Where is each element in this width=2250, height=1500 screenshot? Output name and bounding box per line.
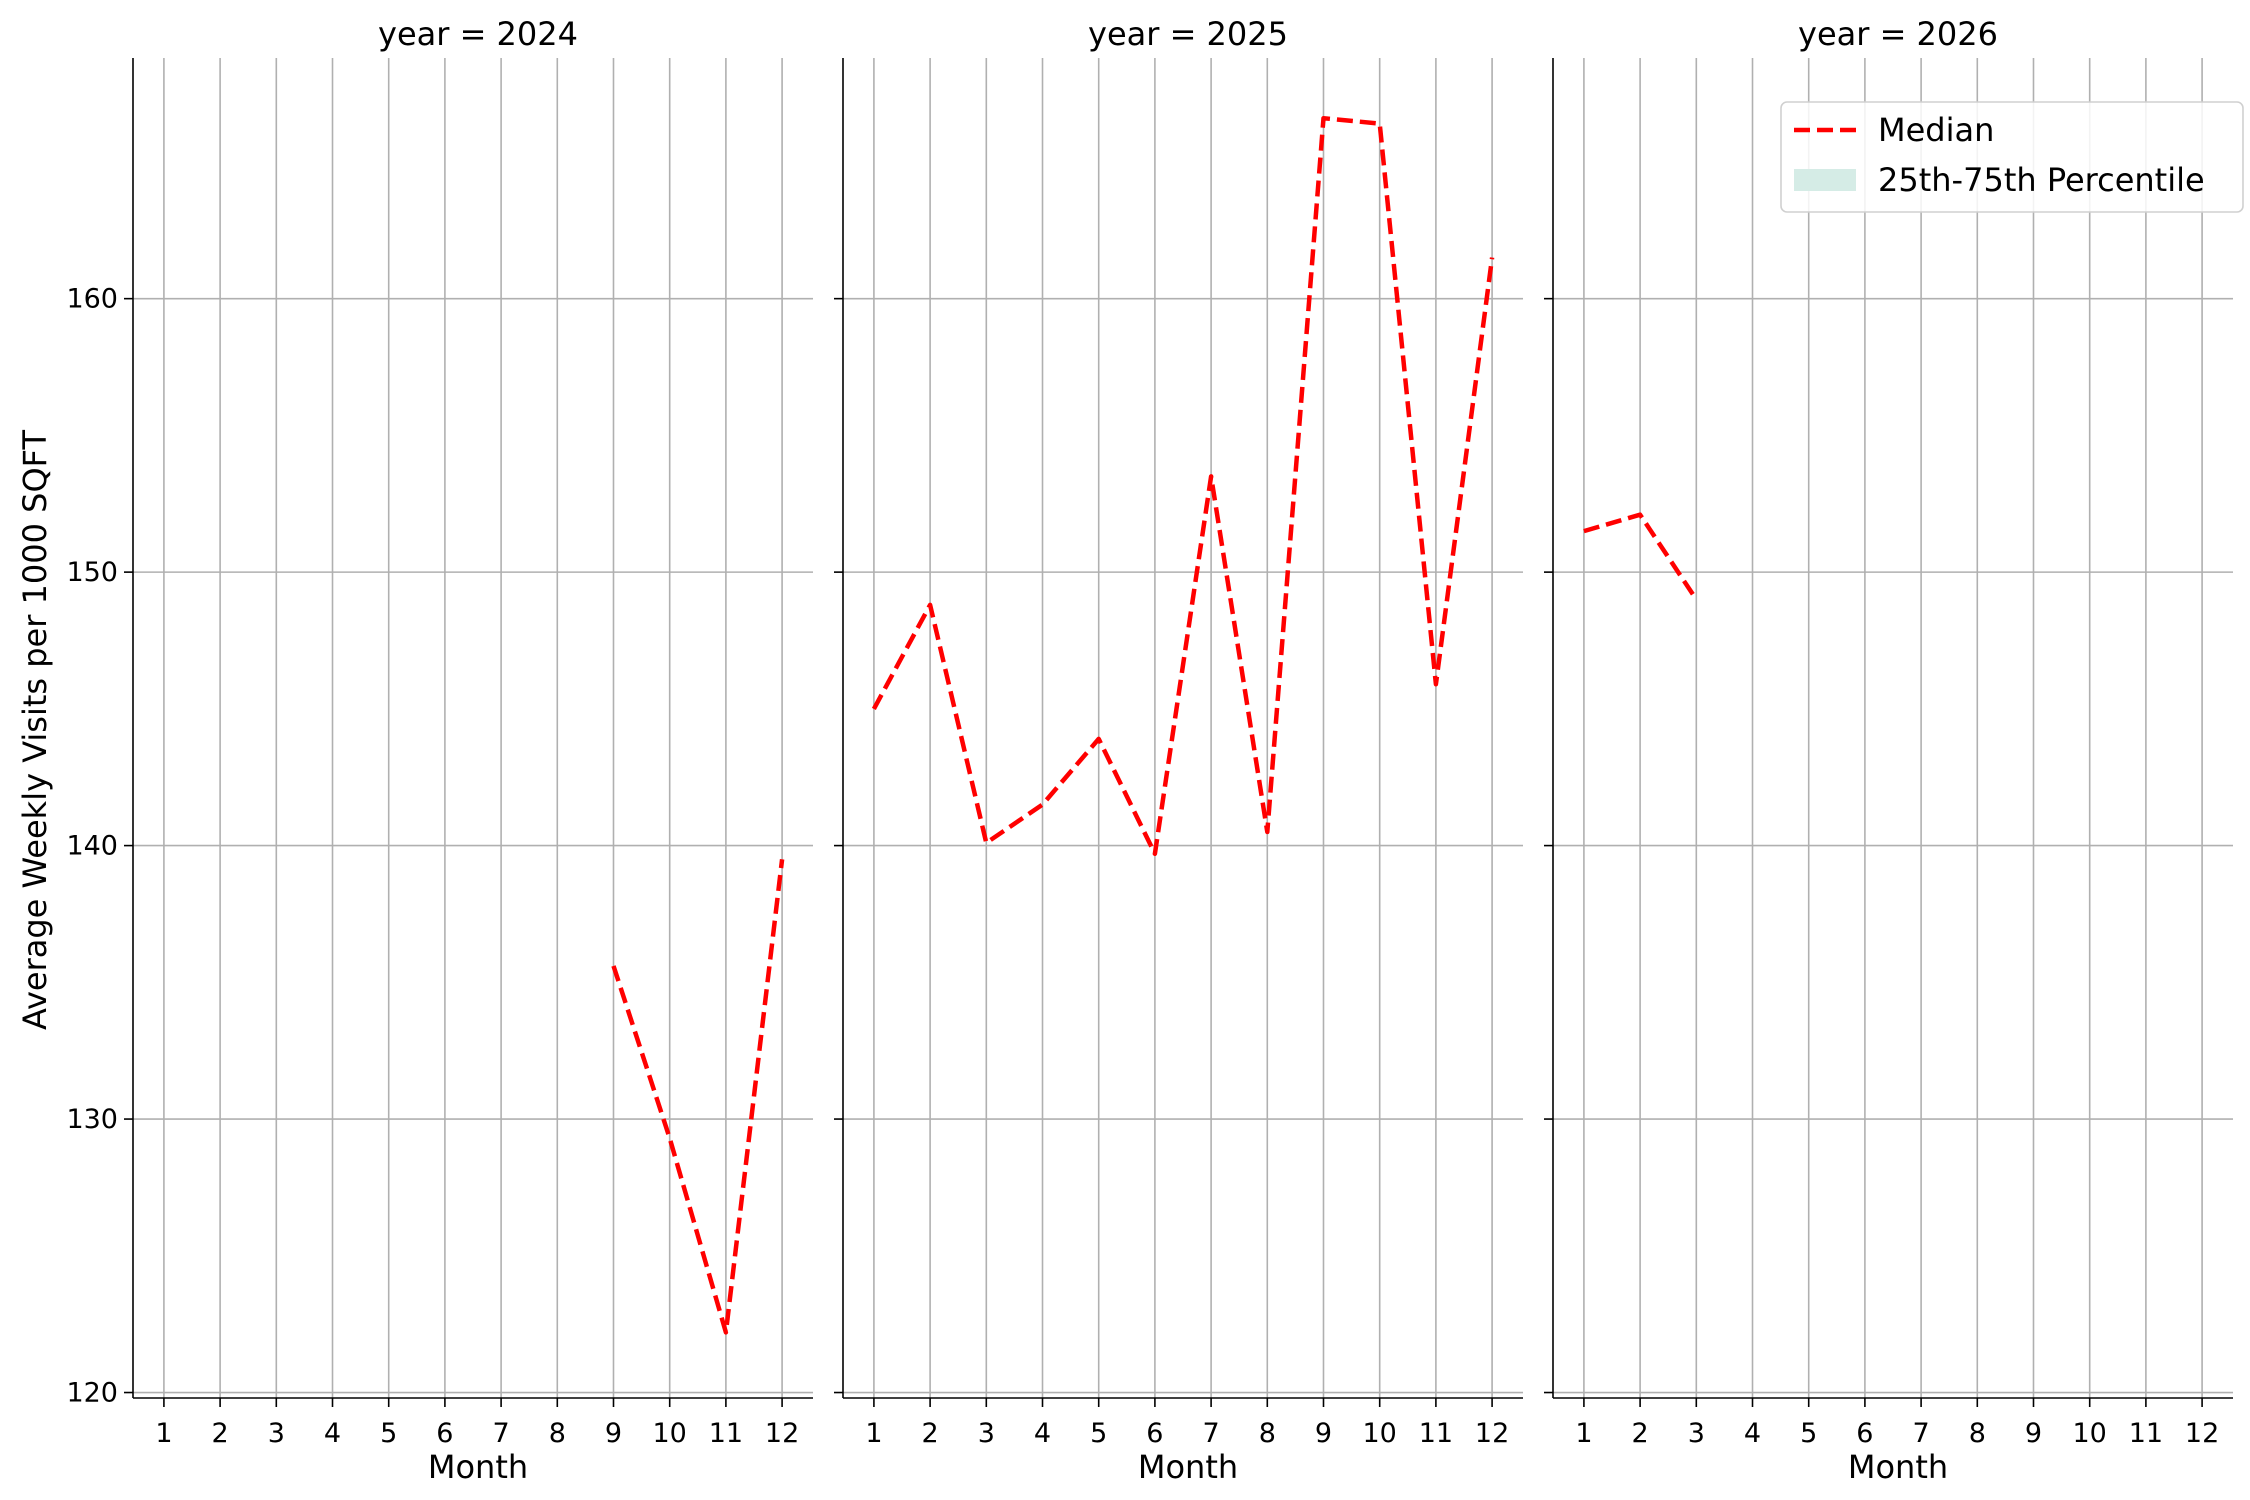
- y-axis-label: Average Weekly Visits per 1000 SQFT: [16, 429, 54, 1030]
- x-tick-label: 12: [1475, 1418, 1509, 1449]
- x-tick-label: 5: [380, 1418, 397, 1449]
- x-tick-label: 9: [1315, 1418, 1332, 1449]
- x-tick-label: 3: [1688, 1418, 1705, 1449]
- x-tick-label: 8: [1259, 1418, 1276, 1449]
- legend-swatch-percentile: [1794, 169, 1856, 191]
- x-axis-label: Month: [428, 1448, 528, 1486]
- x-axis-label: Month: [1848, 1448, 1948, 1486]
- legend: Median 25th-75th Percentile: [1780, 101, 2244, 213]
- legend-label: 25th-75th Percentile: [1878, 161, 2205, 199]
- x-tick-label: 11: [2129, 1418, 2163, 1449]
- x-tick-label: 12: [2185, 1418, 2219, 1449]
- x-tick-label: 4: [1744, 1418, 1761, 1449]
- x-tick-label: 6: [1146, 1418, 1163, 1449]
- x-tick-label: 9: [2025, 1418, 2042, 1449]
- x-tick-label: 1: [155, 1418, 172, 1449]
- x-tick-label: 7: [1203, 1418, 1220, 1449]
- median-line: [871, 115, 1495, 857]
- x-tick-label: 2: [212, 1418, 229, 1449]
- legend-frame: [1780, 101, 2244, 213]
- panel-title: year = 2026: [1798, 15, 1998, 53]
- y-tick-label: 120: [66, 1378, 118, 1409]
- panel-title: year = 2024: [378, 15, 578, 53]
- x-tick-label: 5: [1090, 1418, 1107, 1449]
- x-tick-label: 1: [865, 1418, 882, 1449]
- x-tick-label: 11: [709, 1418, 743, 1449]
- x-tick-label: 10: [1363, 1418, 1397, 1449]
- median-line: [611, 859, 785, 1335]
- y-tick-label: 160: [66, 284, 118, 315]
- x-tick-label: 3: [978, 1418, 995, 1449]
- x-tick-label: 6: [1856, 1418, 1873, 1449]
- x-tick-label: 2: [922, 1418, 939, 1449]
- x-tick-label: 10: [653, 1418, 687, 1449]
- x-tick-label: 4: [1034, 1418, 1051, 1449]
- x-tick-label: 10: [2073, 1418, 2107, 1449]
- x-tick-label: 1: [1575, 1418, 1592, 1449]
- x-tick-label: 7: [1913, 1418, 1930, 1449]
- legend-label: Median: [1878, 111, 1994, 149]
- x-tick-label: 9: [605, 1418, 622, 1449]
- y-tick-label: 150: [66, 557, 118, 588]
- x-tick-label: 8: [549, 1418, 566, 1449]
- x-tick-label: 12: [765, 1418, 799, 1449]
- panel-title: year = 2025: [1088, 15, 1288, 53]
- x-tick-label: 2: [1632, 1418, 1649, 1449]
- x-tick-label: 5: [1800, 1418, 1817, 1449]
- x-tick-label: 4: [324, 1418, 341, 1449]
- x-tick-label: 3: [268, 1418, 285, 1449]
- x-tick-label: 11: [1419, 1418, 1453, 1449]
- y-tick-label: 140: [66, 831, 118, 862]
- y-tick-label: 130: [66, 1104, 118, 1135]
- x-axis-label: Month: [1138, 1448, 1238, 1486]
- x-tick-label: 6: [436, 1418, 453, 1449]
- x-tick-label: 7: [493, 1418, 510, 1449]
- x-tick-label: 8: [1969, 1418, 1986, 1449]
